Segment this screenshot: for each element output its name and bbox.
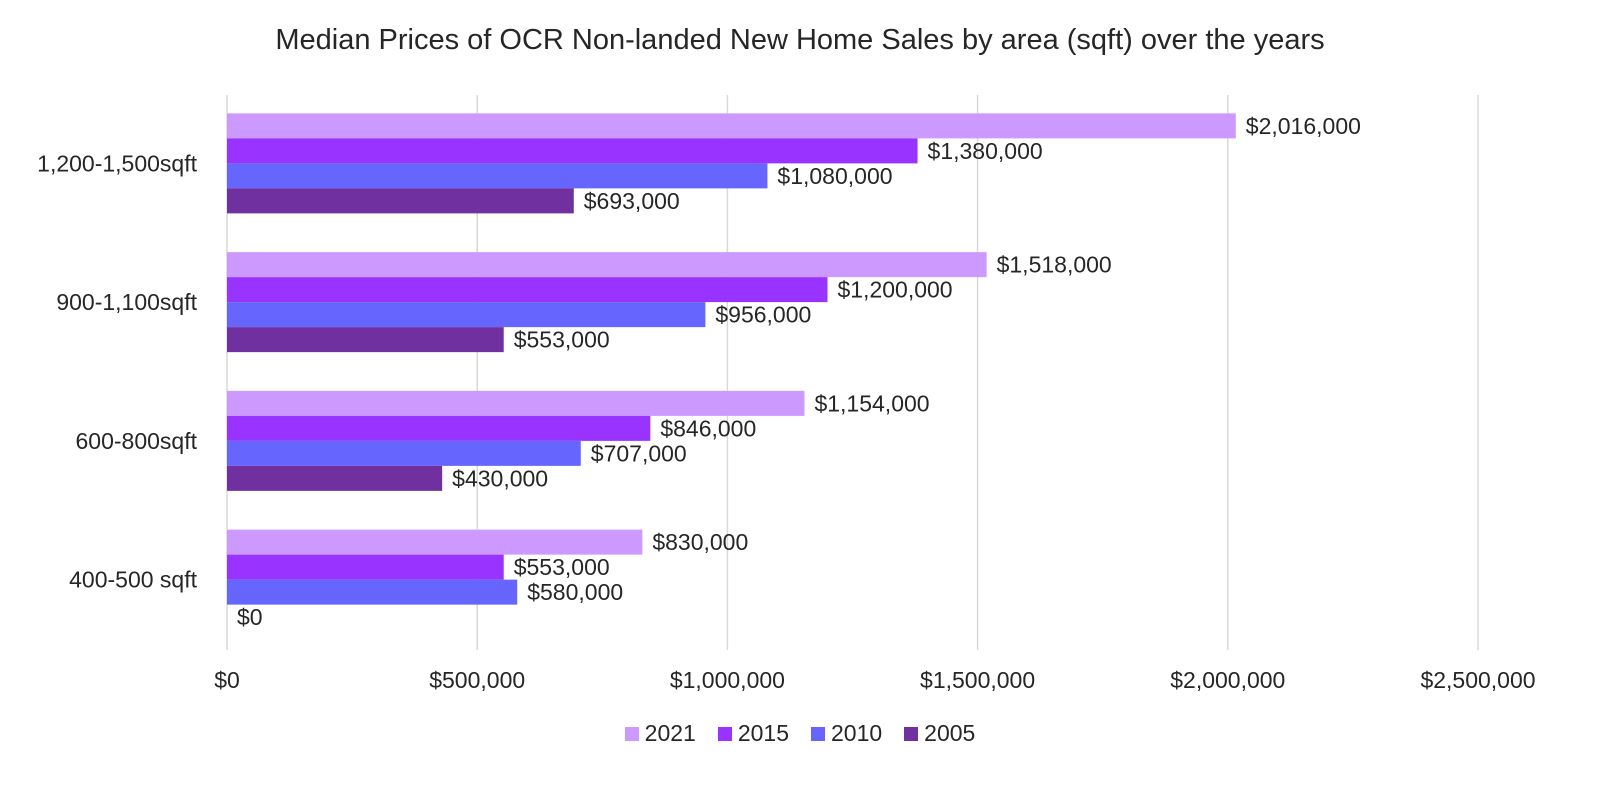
x-tick-label: $2,000,000 [1170, 667, 1285, 693]
bar-2015 [227, 415, 651, 441]
legend-swatch [904, 726, 919, 741]
category-labels: 1,200-1,500sqft 900-1,100sqft 600-800sqft 4… [37, 150, 197, 592]
bar-2015 [227, 277, 828, 303]
x-tick-label: $500,000 [429, 667, 525, 693]
legend-swatch [624, 726, 639, 741]
bars [227, 113, 1236, 605]
data-labels: $2,016,000 $1,380,000 $1,080,000 $693,000 $1… [237, 113, 1361, 630]
legend: 2021 2015 2010 2005 [0, 720, 1600, 747]
data-label: $1,380,000 [928, 138, 1043, 164]
bar-2021 [227, 390, 805, 416]
chart-title: Median Prices of OCR Non-landed New Home… [275, 24, 1325, 56]
bar-2021 [227, 529, 643, 555]
bar-2005 [227, 465, 443, 491]
data-label: $1,080,000 [777, 163, 892, 189]
bar-2010 [227, 440, 581, 466]
bar-2005 [227, 188, 574, 214]
data-label: $830,000 [652, 529, 748, 555]
legend-swatch [717, 726, 732, 741]
category-label: 400-500 sqft [69, 567, 197, 593]
legend-item: 2005 [904, 720, 975, 747]
data-label: $1,518,000 [997, 252, 1112, 278]
data-label: $553,000 [514, 554, 610, 580]
data-label: $707,000 [591, 440, 687, 466]
legend-item: 2015 [717, 720, 789, 747]
data-label: $553,000 [514, 327, 610, 353]
category-label: 1,200-1,500sqft [37, 150, 197, 176]
legend-swatch [811, 726, 825, 741]
bar-2021 [227, 252, 987, 278]
category-label: 900-1,100sqft [56, 289, 197, 315]
x-tick-label: $1,000,000 [670, 667, 785, 693]
bar-2005 [227, 327, 504, 353]
category-label: 600-800sqft [76, 428, 198, 454]
data-label: $693,000 [584, 188, 680, 214]
bar-2021 [227, 113, 1236, 139]
bar-2010 [227, 302, 706, 328]
x-tick-label: $0 [214, 667, 240, 693]
x-tick-label: $2,500,000 [1420, 667, 1535, 693]
legend-label: 2021 [644, 720, 696, 746]
legend-label: 2005 [924, 720, 976, 746]
data-label: $580,000 [527, 579, 623, 605]
bar-2015 [227, 138, 918, 164]
data-label: $956,000 [715, 302, 811, 328]
data-label: $1,200,000 [837, 277, 952, 303]
legend-item: 2021 [624, 720, 696, 747]
data-label: $430,000 [452, 465, 548, 491]
x-tick-labels: $0 $500,000 $1,000,000 $1,500,000 $2,000,000… [214, 667, 1535, 693]
legend-label: 2015 [737, 720, 789, 746]
bar-2015 [227, 554, 504, 580]
data-label: $2,016,000 [1246, 113, 1361, 139]
bar-2010 [227, 163, 768, 189]
data-label: $0 [237, 604, 263, 630]
x-tick-label: $1,500,000 [920, 667, 1035, 693]
legend-label: 2010 [831, 720, 883, 746]
bar-2010 [227, 579, 518, 605]
legend-item: 2010 [811, 720, 882, 747]
data-label: $1,154,000 [814, 390, 929, 416]
data-label: $846,000 [660, 415, 756, 441]
